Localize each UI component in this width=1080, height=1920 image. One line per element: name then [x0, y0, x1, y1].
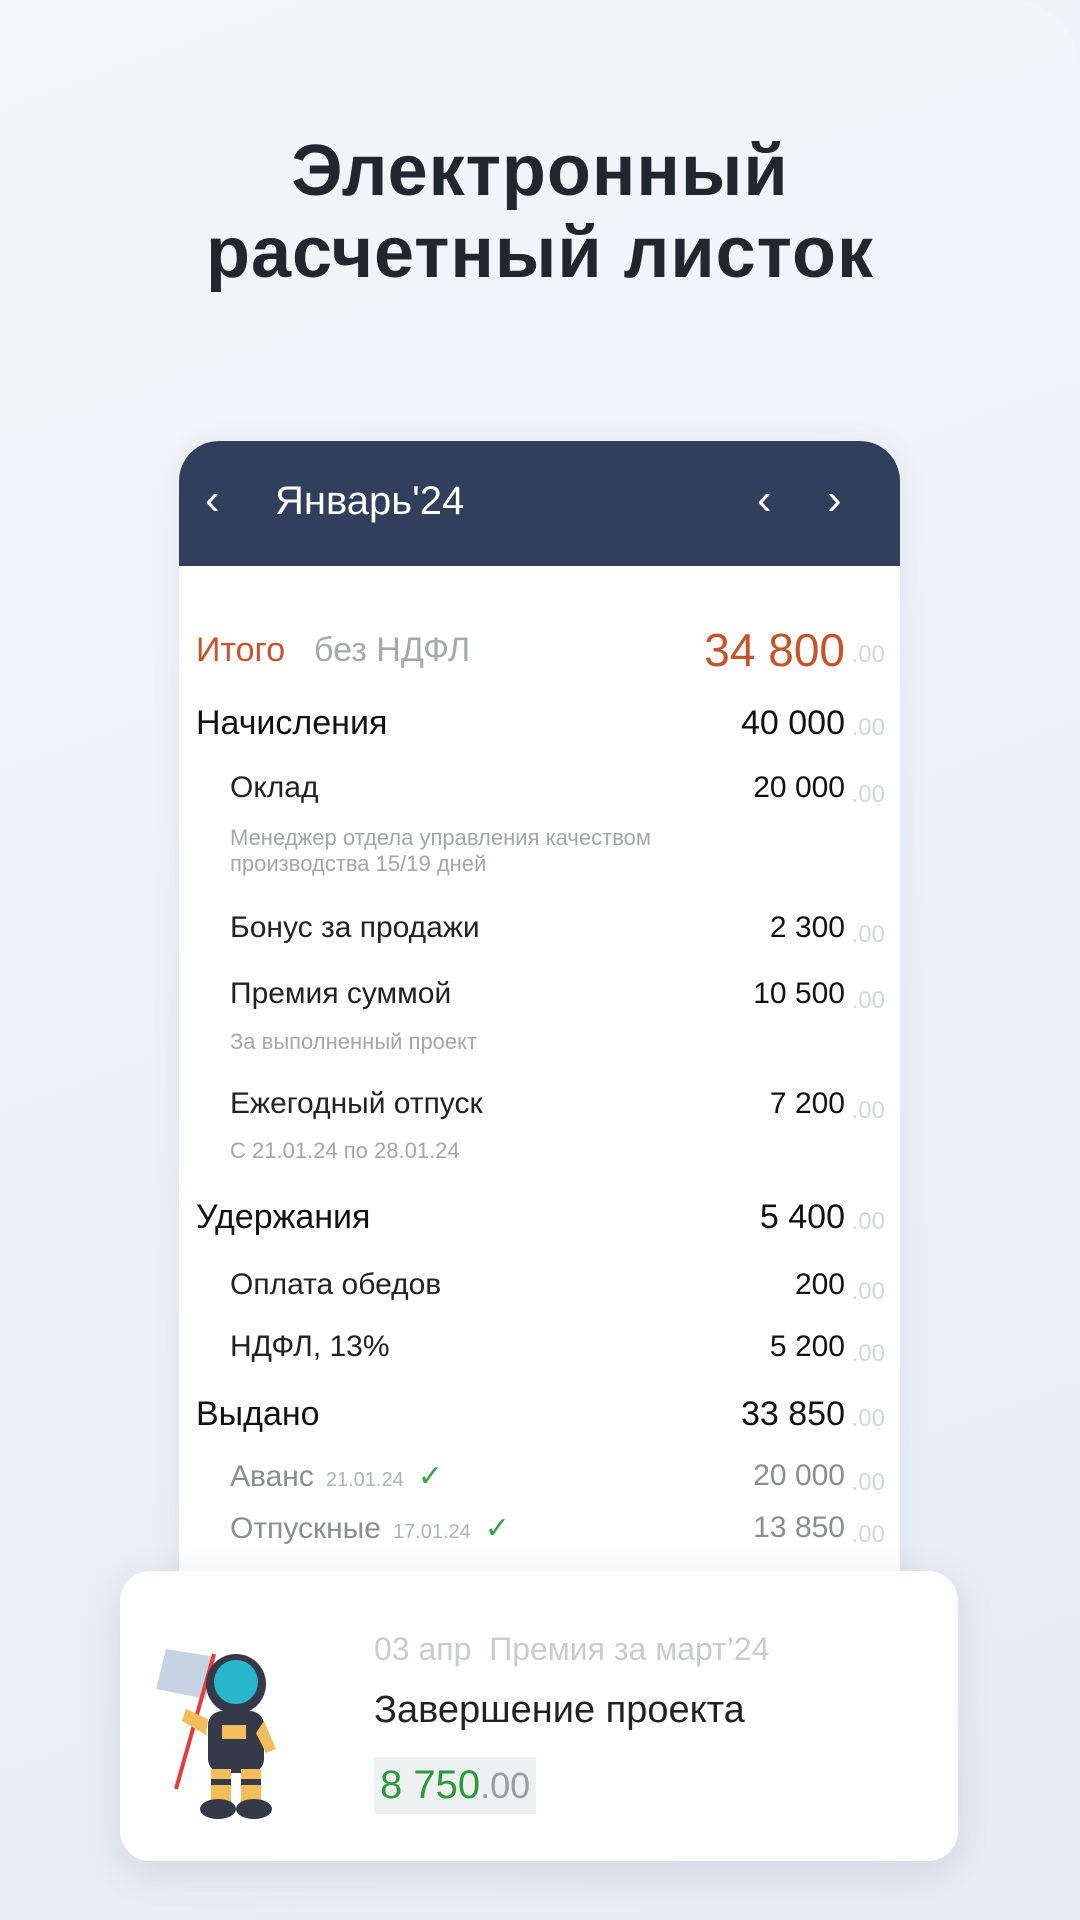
deductions-row: Удержания 5 400 .00 [196, 1198, 885, 1236]
accruals-row: Начисления 40 000 .00 [196, 704, 885, 742]
paid-row: Выдано 33 850 .00 [196, 1395, 885, 1433]
deduction-item: НДФЛ, 13% 5 200 .00 [230, 1330, 885, 1367]
astronaut-with-flag-icon [156, 1649, 276, 1819]
accrual-note: Менеджер отдела управления качеством про… [230, 825, 652, 876]
accrual-item: Премия суммой 10 500 .00 [230, 977, 885, 1014]
deduction-item: Оплата обедов 200 .00 [230, 1268, 885, 1305]
accrual-note: С 21.01.24 по 28.01.24 [230, 1138, 460, 1163]
accrual-note: За выполненный проект [230, 1029, 478, 1054]
headline: Электронный расчетный листок [206, 131, 874, 293]
accrual-item: Ежегодный отпуск 7 200 .00 [230, 1087, 885, 1124]
check-icon: ✓ [417, 1460, 443, 1493]
back-chevron-left-icon[interactable]: ‹ [205, 475, 220, 524]
accrual-item: Бонус за продажи 2 300 .00 [230, 911, 885, 948]
notification-meta: 03 апр Премия за март’24 [374, 1631, 770, 1667]
payslip-card: ‹ Январь'24 ‹ › Итого без НДФЛ 34 800 .0… [179, 441, 900, 1641]
month-title: Январь'24 [275, 479, 465, 523]
check-icon: ✓ [484, 1512, 510, 1545]
notification-amount: 8 750.00 [374, 1757, 537, 1814]
payslip-header: ‹ Январь'24 ‹ › [179, 441, 900, 566]
next-month-chevron-right-icon[interactable]: › [827, 475, 842, 524]
payment-item: Аванс 21.01.24 ✓ 20 000 .00 [230, 1459, 885, 1496]
total-row: Итого без НДФЛ 34 800 .00 [196, 624, 885, 676]
accrual-item: Оклад 20 000 .00 [230, 771, 885, 808]
notification-title: Завершение проекта [374, 1689, 745, 1731]
bonus-notification-card[interactable]: 03 апр Премия за март’24 Завершение прое… [120, 1571, 958, 1861]
payment-item: Отпускные 17.01.24 ✓ 13 850 .00 [230, 1511, 885, 1548]
prev-month-chevron-left-icon[interactable]: ‹ [757, 475, 772, 524]
